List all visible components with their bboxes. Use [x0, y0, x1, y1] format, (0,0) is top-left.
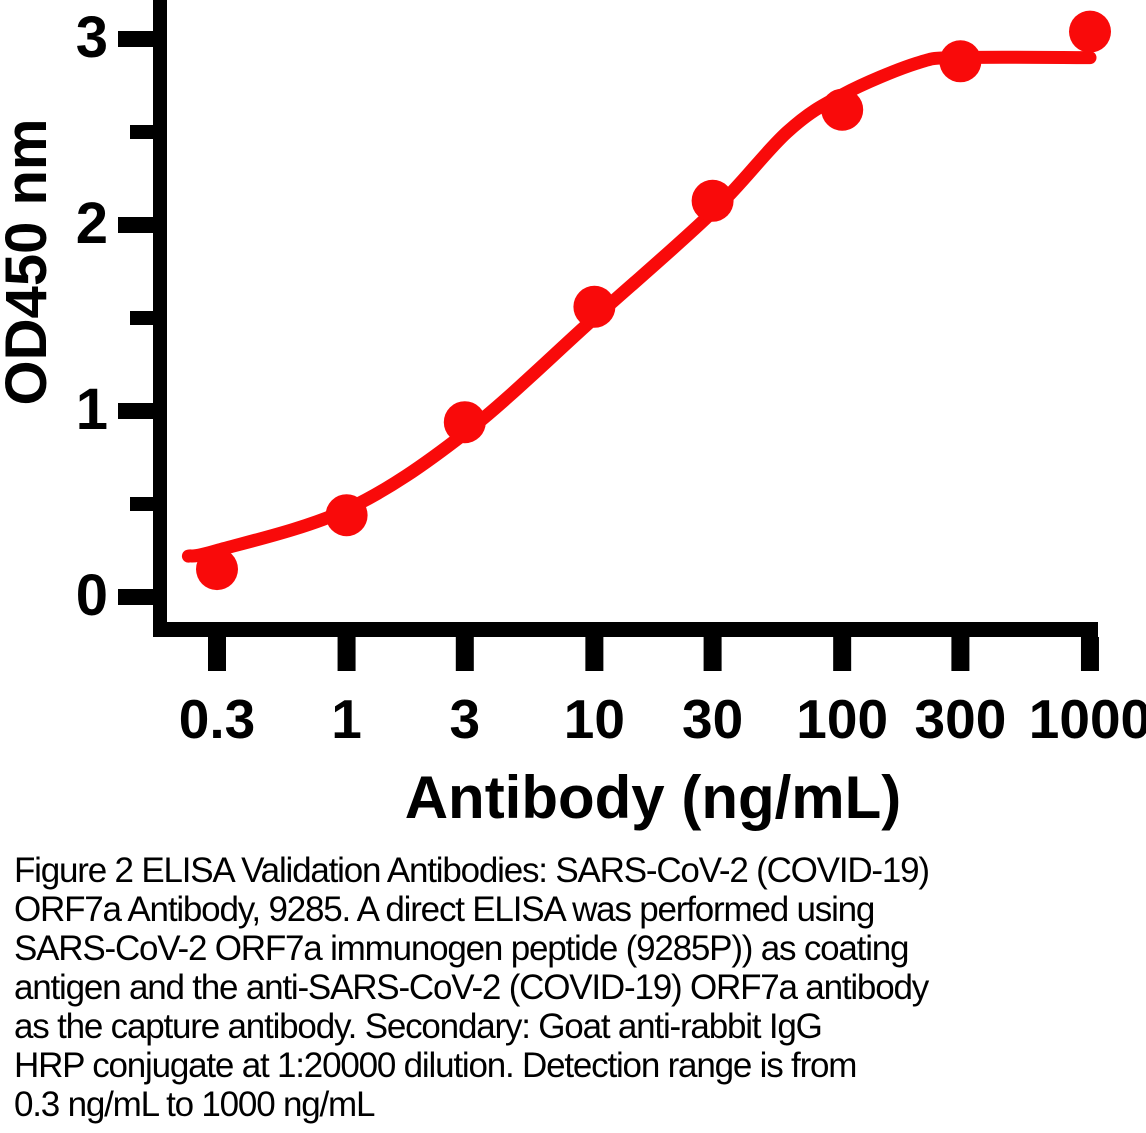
y-major-tick	[118, 403, 153, 419]
caption-line: antigen and the anti-SARS-CoV-2 (COVID-1…	[14, 968, 929, 1007]
caption-line: HRP conjugate at 1:20000 dilution. Detec…	[14, 1046, 857, 1085]
y-tick-label: 3	[76, 5, 108, 70]
data-point	[196, 548, 238, 591]
x-tick-label: 0.3	[179, 688, 255, 750]
y-tick-label: 2	[76, 191, 108, 256]
data-point	[443, 401, 486, 444]
caption-line: 0.3 ng/mL to 1000 ng/mL	[14, 1085, 375, 1124]
data-point	[821, 88, 864, 131]
y-axis-title: OD450 nm	[0, 119, 59, 406]
x-major-tick	[585, 637, 604, 671]
x-tick-label: 30	[682, 688, 743, 750]
x-major-tick	[208, 637, 226, 671]
x-major-tick	[833, 637, 852, 671]
figure-caption: Figure 2 ELISA Validation Antibodies: SA…	[14, 851, 1124, 1124]
data-point	[1069, 10, 1111, 53]
x-tick-label: 300	[915, 688, 1007, 750]
y-tick-label: 1	[76, 377, 108, 442]
caption-line: as the capture antibody. Secondary: Goat…	[14, 1007, 823, 1046]
x-major-tick	[951, 637, 970, 671]
x-axis-spine	[153, 622, 1098, 637]
y-major-tick	[118, 31, 153, 47]
data-point	[939, 40, 982, 83]
data-layer	[181, 10, 1111, 591]
y-major-tick	[118, 217, 153, 233]
y-minor-tick	[130, 125, 153, 139]
fit-curve	[181, 50, 1097, 563]
data-point	[325, 494, 368, 537]
axes-layer	[118, 0, 1099, 671]
x-axis-title: Antibody (ng/mL)	[405, 764, 902, 831]
y-major-tick	[118, 589, 153, 605]
labels-layer: Antibody (ng/mL) OD450 nm 0 1 2 3 0.3 1 3 10 30 1…	[0, 5, 1146, 831]
x-tick-label: 10	[564, 688, 625, 750]
y-axis-spine	[153, 0, 167, 637]
caption-line: ORF7a Antibody, 9285. A direct ELISA was…	[14, 890, 875, 929]
caption-line: Figure 2 ELISA Validation Antibodies: SA…	[14, 851, 930, 890]
data-point	[573, 285, 616, 328]
x-major-tick	[703, 637, 722, 671]
elisa-chart-svg: Antibody (ng/mL) OD450 nm 0 1 2 3 0.3 1 3 10 30 1…	[0, 0, 1146, 831]
y-minor-tick	[130, 311, 153, 325]
x-tick-label: 3	[450, 688, 481, 750]
x-tick-label: 1	[331, 688, 362, 750]
y-tick-label: 0	[76, 563, 108, 628]
caption-line: SARS-CoV-2 ORF7a immunogen peptide (9285…	[14, 929, 910, 968]
x-major-tick	[1080, 637, 1099, 671]
x-major-tick	[337, 637, 356, 671]
y-minor-tick	[130, 497, 153, 511]
elisa-chart: Antibody (ng/mL) OD450 nm 0 1 2 3 0.3 1 3 10 30 1…	[0, 0, 1146, 831]
data-point	[691, 179, 734, 222]
x-major-tick	[455, 637, 474, 671]
x-tick-label: 1000	[1029, 688, 1146, 750]
x-tick-label: 100	[796, 688, 888, 750]
